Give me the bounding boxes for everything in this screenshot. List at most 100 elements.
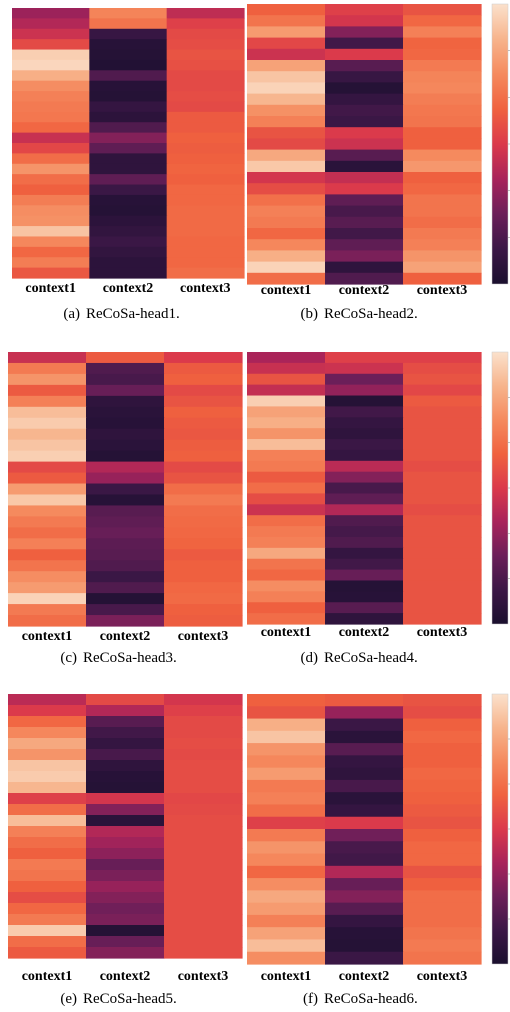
heatmap-cell bbox=[325, 449, 404, 462]
heatmap-cell bbox=[89, 153, 168, 165]
heatmap-cell bbox=[8, 406, 87, 419]
heatmap-cell bbox=[403, 362, 482, 375]
heatmap-cell bbox=[8, 593, 87, 605]
heatmap-cell bbox=[86, 881, 165, 893]
heatmap-cell bbox=[403, 352, 482, 364]
heatmap-cell bbox=[86, 428, 165, 441]
heatmap-cell bbox=[325, 428, 404, 440]
heatmap-cell bbox=[403, 526, 482, 538]
panel-caption-title: ReCoSa-head1. bbox=[86, 306, 180, 322]
heatmap-cell bbox=[247, 829, 326, 842]
heatmap-cell bbox=[403, 878, 482, 891]
heatmap-cell bbox=[164, 881, 243, 893]
heatmap-cell bbox=[247, 890, 326, 904]
heatmap-cell bbox=[86, 494, 165, 507]
heatmap-cell bbox=[247, 902, 326, 916]
heatmap-cell bbox=[164, 373, 243, 386]
heatmap-cell bbox=[12, 59, 90, 71]
heatmap-cell bbox=[86, 892, 165, 904]
heatmap-cell bbox=[325, 853, 404, 867]
heatmap-cell bbox=[403, 373, 482, 386]
heatmap-cell bbox=[325, 362, 404, 375]
heatmap-cell bbox=[403, 439, 482, 451]
heatmap-cell bbox=[8, 373, 87, 386]
heatmap-cell bbox=[403, 71, 482, 83]
heatmap-cell bbox=[403, 591, 482, 603]
heatmap-cell bbox=[325, 558, 404, 571]
heatmap-cell bbox=[86, 815, 165, 827]
heatmap-cell bbox=[8, 560, 87, 572]
x-tick-label: context1 bbox=[261, 625, 312, 640]
heatmap-cell bbox=[247, 82, 326, 95]
heatmap-cell bbox=[164, 439, 243, 452]
heatmap-cell bbox=[247, 547, 326, 560]
heatmap-cell bbox=[403, 613, 482, 625]
heatmap-cell bbox=[89, 122, 168, 134]
heatmap-cell bbox=[247, 865, 326, 879]
heatmap-cell bbox=[86, 527, 165, 539]
heatmap-cell bbox=[325, 482, 404, 495]
heatmap-cell bbox=[247, 526, 326, 538]
heatmap-cell bbox=[166, 59, 245, 71]
heatmap-cell bbox=[403, 216, 482, 229]
heatmap-cell bbox=[247, 841, 326, 855]
heatmap-cell bbox=[325, 104, 404, 117]
heatmap-cell bbox=[86, 406, 165, 419]
heatmap-cell bbox=[86, 914, 165, 926]
heatmap-cell bbox=[403, 127, 482, 139]
heatmap-cell bbox=[12, 267, 90, 279]
heatmap-cell bbox=[8, 727, 87, 739]
heatmap-cell bbox=[403, 951, 482, 965]
heatmap-cell bbox=[86, 936, 165, 948]
heatmap-cell bbox=[403, 261, 482, 274]
heatmap-cell bbox=[166, 215, 245, 227]
heatmap-cell bbox=[247, 15, 326, 27]
heatmap-cell bbox=[8, 615, 87, 627]
heatmap-cell bbox=[166, 111, 245, 123]
heatmap-cell bbox=[325, 602, 404, 614]
heatmap-cell bbox=[403, 730, 482, 744]
heatmap-cell bbox=[8, 782, 87, 794]
heatmap-cell bbox=[325, 60, 404, 72]
heatmap-cell bbox=[86, 925, 165, 937]
heatmap-cell bbox=[166, 236, 245, 248]
heatmap-cell bbox=[325, 395, 404, 407]
heatmap-cell bbox=[164, 738, 243, 750]
heatmap-cell bbox=[164, 549, 243, 561]
heatmap-cell bbox=[12, 143, 90, 154]
heatmap-cell bbox=[164, 494, 243, 507]
heatmap-cell bbox=[247, 493, 326, 505]
heatmap-cell bbox=[86, 505, 165, 517]
heatmap-cell bbox=[8, 362, 87, 375]
heatmap-cell bbox=[325, 706, 404, 720]
heatmap-cell bbox=[164, 472, 243, 485]
panel-caption-title: ReCoSa-head6. bbox=[324, 991, 418, 1007]
heatmap-cell bbox=[325, 194, 404, 207]
heatmap-cell bbox=[325, 767, 404, 781]
heatmap-cell bbox=[247, 149, 326, 162]
heatmap-cell bbox=[89, 205, 168, 217]
heatmap-cell bbox=[247, 37, 326, 50]
heatmap-cell bbox=[403, 428, 482, 440]
colorbar bbox=[491, 693, 509, 965]
heatmap-cell bbox=[247, 730, 326, 744]
heatmap-cell bbox=[166, 205, 245, 217]
x-tick-label: context2 bbox=[339, 283, 390, 298]
heatmap-cell bbox=[164, 947, 243, 959]
heatmap-cell bbox=[403, 116, 482, 128]
x-tick-label: context3 bbox=[178, 629, 229, 644]
heatmap-cell bbox=[89, 8, 168, 19]
heatmap-cell bbox=[403, 547, 482, 560]
heatmap-cell bbox=[164, 461, 243, 474]
heatmap-cell bbox=[12, 153, 90, 165]
heatmap-cell bbox=[89, 267, 168, 279]
heatmap-cell bbox=[8, 705, 87, 717]
heatmap-cell bbox=[325, 116, 404, 128]
heatmap-cell bbox=[325, 384, 404, 397]
heatmap-cell bbox=[403, 384, 482, 397]
heatmap-cell bbox=[325, 865, 404, 879]
heatmap-cell bbox=[8, 793, 87, 805]
heatmap-cell bbox=[86, 461, 165, 474]
heatmap-cell bbox=[164, 516, 243, 528]
heatmap-cell bbox=[89, 257, 168, 269]
